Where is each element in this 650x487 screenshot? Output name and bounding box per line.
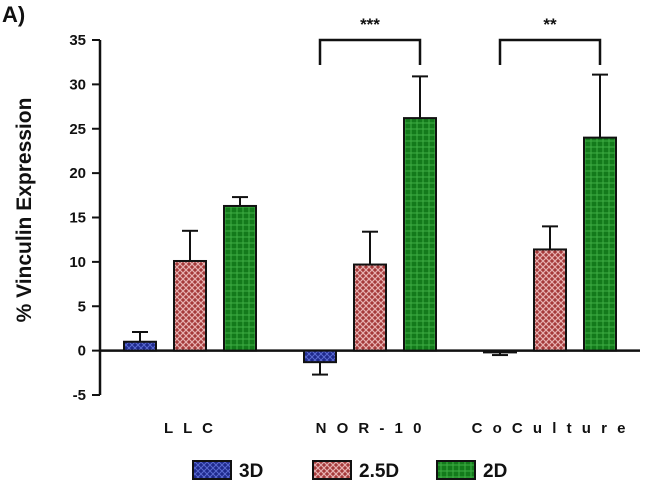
bar: [583, 136, 617, 352]
legend: 3D 2.5D 2D: [192, 460, 507, 482]
y-tick-label: 10: [69, 254, 86, 271]
y-tick-label: 25: [69, 121, 86, 138]
y-tick-label: 30: [69, 76, 86, 93]
bar-group: [123, 117, 617, 364]
legend-swatch: [192, 460, 232, 480]
x-category-label: N O R - 1 0: [316, 420, 425, 437]
x-category-label: L L C: [164, 420, 216, 437]
y-tick-label: -5: [73, 387, 86, 404]
legend-swatch: [312, 460, 352, 480]
error-bars: [132, 73, 608, 376]
panel-label: A): [2, 2, 25, 27]
bar: [353, 263, 387, 352]
y-axis-title: % Vinculin Expression: [13, 98, 36, 323]
bar: [123, 340, 157, 352]
y-tick-label: 15: [69, 210, 86, 227]
bar: [483, 349, 517, 354]
legend-swatch: [436, 460, 476, 480]
significance-marker: ***: [360, 15, 380, 34]
significance-bracket: [498, 38, 602, 65]
y-tick-label: 5: [78, 298, 86, 315]
axes: -5 0 5 10 15 20 25 30 35 L L C N O R - 1 0 C o C u …: [69, 32, 640, 437]
y-tick-label: 0: [78, 343, 86, 360]
bar: [303, 349, 337, 364]
legend-label: 2D: [483, 461, 507, 482]
bar: [533, 248, 567, 352]
legend-label: 3D: [239, 461, 263, 482]
x-category-label: C o C u l t u r e: [472, 420, 629, 437]
significance-bracket: [318, 38, 422, 65]
bar: [173, 259, 207, 352]
significance-brackets: *** **: [318, 15, 602, 65]
bar: [403, 117, 437, 352]
bar: [223, 204, 257, 352]
y-tick-label: 35: [69, 32, 86, 49]
y-tick-label: 20: [69, 165, 86, 182]
legend-label: 2.5D: [359, 461, 399, 482]
significance-marker: **: [543, 15, 557, 34]
